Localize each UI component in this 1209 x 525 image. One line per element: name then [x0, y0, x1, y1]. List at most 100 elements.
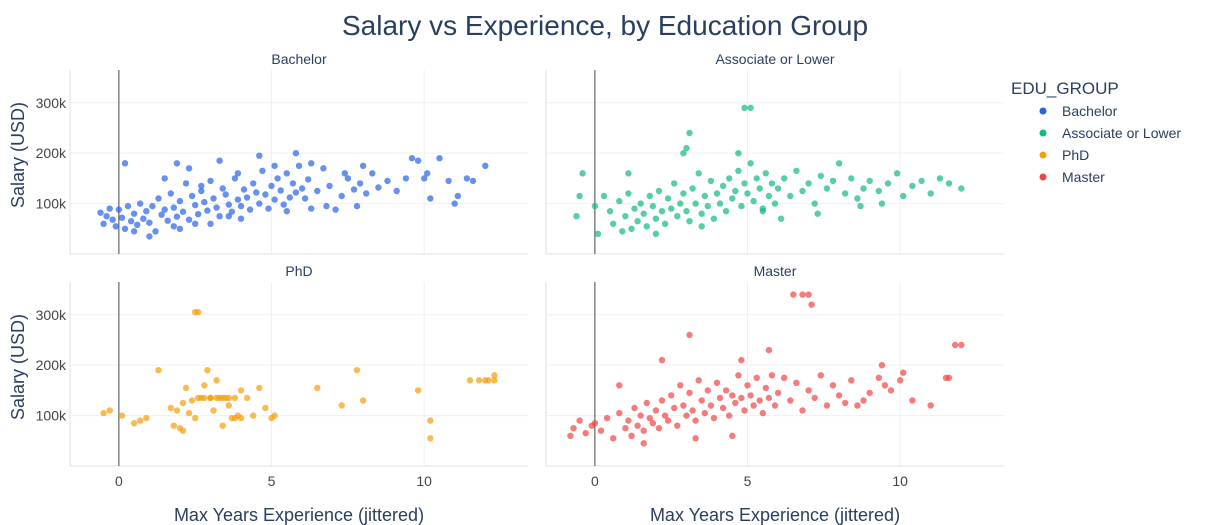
data-point	[842, 399, 849, 407]
data-point	[127, 218, 135, 225]
data-point	[958, 185, 965, 192]
data-point	[823, 185, 831, 192]
data-point	[134, 221, 141, 228]
data-point	[805, 387, 812, 394]
data-point	[491, 377, 498, 384]
legend-label-associate[interactable]: Associate or Lower	[1062, 125, 1181, 141]
data-point	[155, 367, 162, 374]
legend-title: EDU_GROUP	[1011, 79, 1119, 98]
data-point	[576, 192, 583, 200]
legend-label-bachelor[interactable]: Bachelor	[1062, 103, 1118, 119]
data-point	[271, 196, 278, 203]
data-point	[216, 157, 223, 164]
data-point	[854, 195, 861, 202]
data-point	[210, 195, 217, 202]
data-point	[936, 175, 944, 182]
data-point	[121, 160, 129, 167]
data-point	[155, 195, 162, 202]
data-point	[698, 210, 705, 217]
data-point	[713, 379, 721, 386]
data-point	[167, 404, 174, 412]
data-point	[182, 384, 190, 392]
data-point	[158, 211, 165, 218]
data-point	[701, 192, 708, 200]
data-point	[237, 414, 245, 422]
data-point	[741, 407, 748, 414]
data-point	[225, 402, 232, 409]
data-point	[250, 412, 257, 419]
data-point	[716, 394, 724, 402]
data-point	[198, 182, 205, 190]
data-point	[567, 432, 574, 439]
data-point	[701, 409, 708, 417]
data-point	[726, 412, 733, 419]
data-point	[436, 155, 443, 162]
data-point	[793, 167, 800, 174]
data-point	[225, 213, 232, 220]
data-point	[118, 412, 126, 419]
data-point	[298, 185, 306, 192]
data-point	[369, 170, 376, 177]
data-point	[253, 189, 260, 196]
data-point	[173, 213, 181, 220]
data-point	[421, 175, 428, 182]
y-tick-label: 200k	[36, 357, 67, 373]
data-point	[674, 213, 681, 220]
data-point	[225, 394, 232, 402]
data-point	[625, 170, 632, 177]
data-point	[427, 417, 434, 424]
data-point	[237, 202, 245, 210]
data-point	[451, 200, 458, 207]
data-point	[732, 187, 739, 195]
data-point	[152, 228, 159, 235]
legend-label-master[interactable]: Master	[1062, 169, 1105, 185]
data-point	[277, 187, 284, 194]
data-point	[695, 170, 702, 177]
data-point	[124, 202, 132, 210]
legend-marker-associate	[1039, 129, 1047, 137]
data-point	[808, 301, 815, 308]
data-point	[231, 414, 239, 422]
data-point	[603, 414, 611, 422]
data-point	[198, 187, 205, 195]
data-point	[848, 175, 855, 182]
data-point	[182, 180, 190, 187]
data-point	[219, 422, 226, 429]
facet-title-associate: Associate or Lower	[715, 51, 834, 67]
data-point	[628, 225, 635, 232]
data-point	[640, 427, 647, 434]
data-point	[106, 205, 113, 212]
data-point	[250, 180, 257, 187]
data-point	[326, 182, 333, 190]
facet-title-master: Master	[754, 263, 797, 279]
series-phd	[100, 309, 498, 442]
data-point	[674, 422, 681, 429]
data-point	[140, 215, 147, 222]
data-point	[143, 414, 150, 422]
data-point	[835, 392, 843, 399]
data-point	[353, 202, 361, 210]
data-point	[738, 356, 745, 364]
data-point	[427, 435, 434, 442]
data-point	[658, 208, 666, 215]
x-tick-label: 5	[268, 473, 276, 489]
data-point	[735, 150, 742, 157]
data-point	[207, 177, 214, 185]
data-point	[393, 187, 400, 195]
data-point	[756, 185, 763, 192]
data-point	[485, 377, 492, 384]
data-point	[118, 214, 126, 221]
x-axis-title-left: Max Years Experience (jittered)	[174, 505, 424, 525]
data-point	[854, 402, 861, 409]
data-point	[881, 382, 889, 389]
data-point	[579, 170, 586, 177]
data-point	[823, 402, 831, 409]
data-point	[692, 417, 699, 424]
data-point	[686, 389, 693, 397]
data-point	[689, 407, 696, 414]
y-axis-title-top: Salary (USD)	[8, 102, 28, 208]
legend-label-phd[interactable]: PhD	[1062, 147, 1089, 163]
x-tick-label: 0	[591, 473, 599, 489]
data-point	[314, 187, 321, 195]
data-point	[860, 397, 867, 404]
